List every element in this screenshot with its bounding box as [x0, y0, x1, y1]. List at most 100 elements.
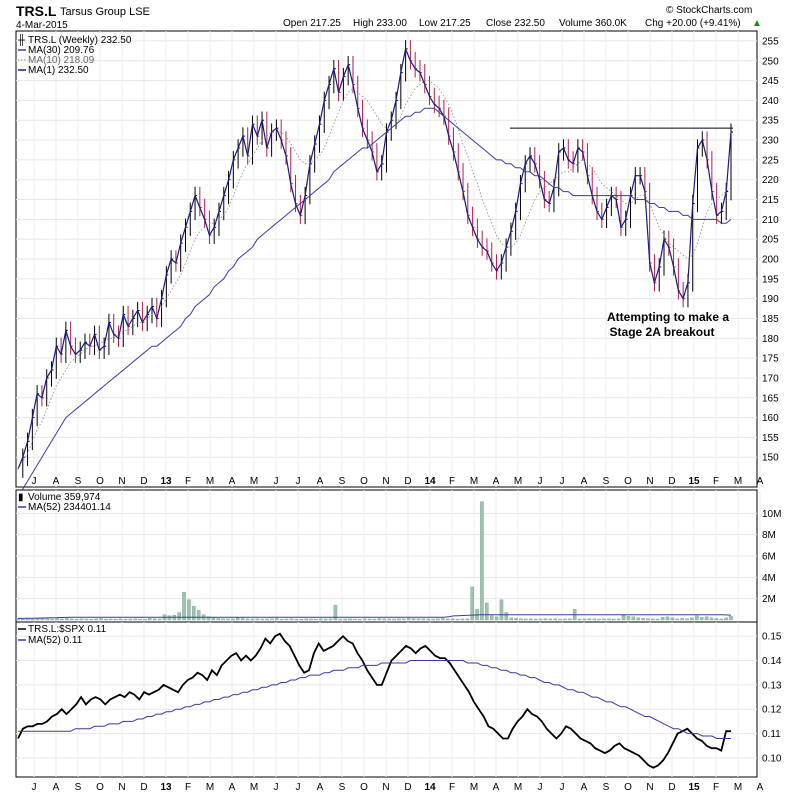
bottom-xtick-label: N	[382, 782, 389, 793]
ratio-ytick-label: 0.15	[762, 632, 782, 643]
volume-bar	[318, 618, 323, 621]
price-xtick-label: M	[470, 476, 478, 487]
volume-bar	[16, 618, 20, 621]
price-xtick-label: D	[668, 476, 675, 487]
annotation-line-1: Attempting to make a	[607, 310, 729, 324]
price-xtick-label: M	[206, 476, 214, 487]
volume-bar	[690, 617, 694, 621]
bottom-xtick-label: N	[646, 782, 653, 793]
annotation-line-2: Stage 2A breakout	[610, 325, 715, 339]
price-xtick-label: N	[382, 476, 389, 487]
volume-bar	[113, 618, 118, 621]
price-xtick-label: J	[538, 476, 543, 487]
volume-bar	[528, 618, 533, 621]
volume-bar	[621, 615, 626, 621]
price-xtick-label: J	[560, 476, 565, 487]
volume-bar	[651, 618, 655, 621]
price-ytick-label: 190	[762, 294, 779, 305]
price-xtick-label: A	[581, 476, 588, 487]
volume-bar	[514, 618, 518, 621]
bottom-xtick-label: A	[229, 782, 236, 793]
volume-bar	[626, 616, 631, 621]
volume-ytick-label: 4M	[762, 573, 776, 584]
price-xtick-label: A	[317, 476, 324, 487]
volume-bar	[182, 592, 186, 621]
price-xtick-label: A	[53, 476, 60, 487]
volume-bar	[709, 617, 714, 621]
volume-ma52-line	[18, 614, 732, 619]
bottom-xtick-label: J	[560, 782, 565, 793]
volume-bar	[563, 618, 567, 621]
volume-bar	[431, 618, 435, 621]
price-xtick-label: O	[96, 476, 104, 487]
volume-bar	[226, 618, 230, 621]
volume-bar	[685, 618, 689, 621]
price-ytick-label: 245	[762, 76, 779, 87]
price-xtick-label: J	[296, 476, 301, 487]
volume-bar	[680, 618, 684, 621]
price-legend-ma30: MA(30) 209.76	[28, 45, 95, 56]
price-ytick-label: 250	[762, 56, 779, 67]
volume-bar	[387, 618, 391, 621]
price-ytick-label: 240	[762, 96, 779, 107]
ratio-legend: TRS.L:$SPX 0.11 MA(52) 0.11	[18, 624, 107, 646]
volume-bar	[45, 618, 50, 621]
bottom-xtick-label: M	[470, 782, 478, 793]
volume-bar	[231, 618, 235, 621]
volume-bar	[382, 618, 387, 621]
volume-bar	[35, 618, 40, 621]
volume-bar	[504, 612, 509, 621]
volume-bar	[406, 618, 411, 621]
volume-bar	[509, 617, 514, 621]
volume-bar	[94, 618, 98, 621]
bottom-xtick-label: D	[404, 782, 411, 793]
volume-bar	[724, 617, 728, 621]
ratio-gridlines	[16, 622, 761, 777]
symbol-title: TRS.L	[16, 3, 57, 19]
ratio-ytick-label: 0.14	[762, 656, 782, 667]
volume-bar	[250, 618, 255, 621]
volume-bar	[309, 618, 313, 621]
volume-legend-bars-icon: ▮	[18, 492, 24, 503]
bottom-xtick-label: A	[53, 782, 60, 793]
ratio-legend-ma: MA(52) 0.11	[28, 635, 83, 646]
volume-bar	[455, 618, 460, 621]
volume-bar	[704, 616, 709, 621]
price-xtick-label: S	[339, 476, 346, 487]
volume-bar	[489, 615, 494, 621]
volume-bar	[192, 605, 196, 621]
bottom-xtick-label: S	[603, 782, 610, 793]
volume-bar	[494, 616, 499, 621]
price-ytick-label: 155	[762, 433, 779, 444]
bottom-xtick-label: M	[206, 782, 214, 793]
volume-bar	[533, 618, 538, 621]
volume-bar	[587, 618, 592, 621]
price-ytick-label: 195	[762, 274, 779, 285]
volume-bar	[148, 618, 152, 621]
volume-bar	[328, 618, 333, 621]
volume-bar	[89, 618, 94, 621]
price-legend: ╫ TRS.L (Weekly) 232.50 MA(30) 209.76 MA…	[17, 33, 132, 76]
price-gridlines	[16, 31, 761, 487]
volume-bar	[499, 599, 504, 621]
price-xtick-label: F	[185, 476, 191, 487]
volume-bar	[616, 618, 621, 621]
price-xtick-label: F	[449, 476, 455, 487]
volume-bar	[65, 618, 69, 621]
price-legend-title: TRS.L (Weekly) 232.50	[28, 35, 132, 46]
price-legend-ohlc-icon: ╫	[17, 33, 26, 47]
bottom-xtick-label: O	[96, 782, 104, 793]
volume-bar	[411, 618, 416, 621]
volume-bar	[84, 618, 89, 621]
volume-bar	[235, 617, 240, 621]
bottom-xtick-label: A	[581, 782, 588, 793]
volume-ytick-label: 2M	[762, 594, 776, 605]
volume-ytick-label: 10M	[762, 509, 781, 520]
price-xtick-label: 15	[688, 476, 700, 487]
bottom-xtick-label: O	[360, 782, 368, 793]
volume-bar	[177, 612, 181, 621]
volume-bar	[592, 618, 597, 621]
price-xtick-label: D	[404, 476, 411, 487]
volume-bar	[548, 618, 553, 621]
